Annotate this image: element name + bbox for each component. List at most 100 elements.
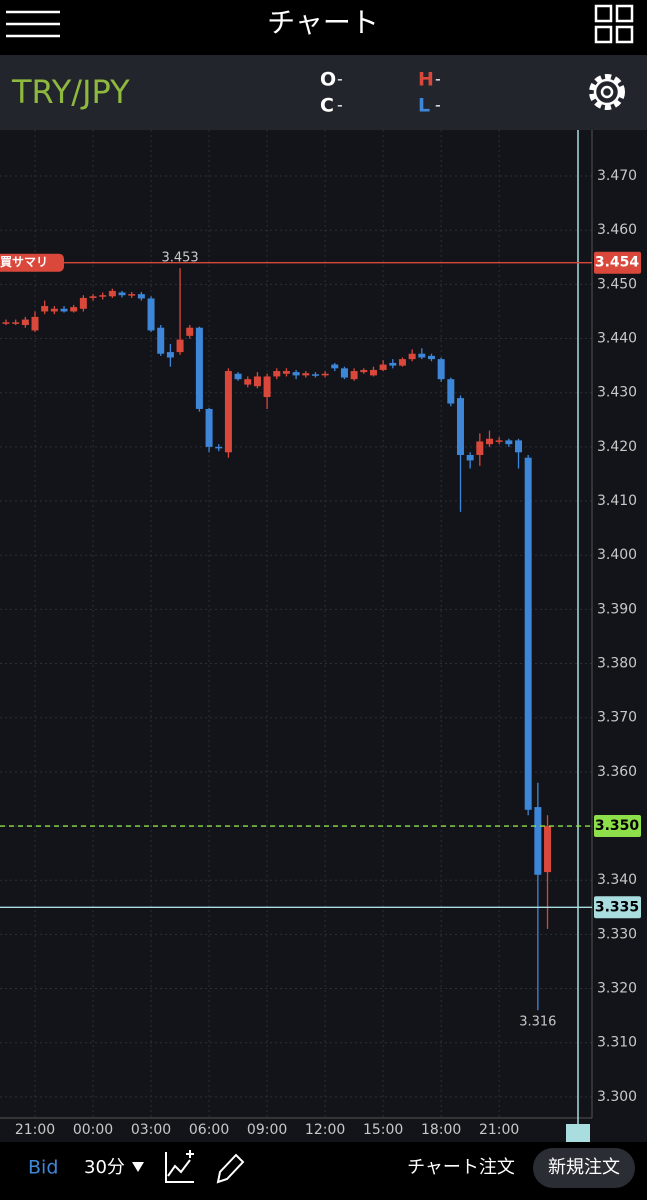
chart-order-button[interactable]: チャート注文 xyxy=(407,1157,515,1178)
x-tick-label: 15:00 xyxy=(363,1122,403,1138)
x-tick-label: 21:00 xyxy=(15,1122,55,1138)
y-tick-label: 3.370 xyxy=(597,710,637,726)
symbol[interactable]: TRY/JPY xyxy=(11,73,130,111)
candle-body xyxy=(79,297,87,309)
candle-body xyxy=(215,446,223,449)
pencil xyxy=(216,1153,245,1184)
candle-body xyxy=(195,327,203,409)
candle-body xyxy=(2,322,10,324)
y-tick-label: 3.430 xyxy=(597,385,637,401)
y-tick-label: 3.380 xyxy=(597,656,637,672)
candle-body xyxy=(166,352,174,358)
candle-body xyxy=(176,339,184,353)
indicator-plus xyxy=(186,1150,194,1158)
y-tick-label: 3.300 xyxy=(597,1089,637,1105)
y-tick-label: 3.450 xyxy=(597,276,637,292)
settings-button[interactable] xyxy=(589,74,625,110)
gear-hole xyxy=(600,85,614,99)
candle-body xyxy=(147,298,155,331)
candle-body xyxy=(31,316,39,331)
candle-body xyxy=(331,364,339,369)
gear-teeth xyxy=(589,74,625,110)
candle-body xyxy=(321,373,329,376)
candle-body xyxy=(263,376,271,398)
candle-body xyxy=(70,307,78,312)
layout-cell xyxy=(615,4,634,23)
x-tick-label: 09:00 xyxy=(247,1122,287,1138)
candle-body xyxy=(495,440,503,442)
annotation: 3.316 xyxy=(519,1015,556,1030)
x-tick-label: 12:00 xyxy=(305,1122,345,1138)
candle-body xyxy=(41,306,49,312)
layout-button[interactable] xyxy=(594,4,634,44)
indicator-axis xyxy=(165,1152,194,1183)
candle-body xyxy=(50,308,58,312)
price-label: 3.454 xyxy=(595,255,640,271)
annotation: 3.453 xyxy=(161,251,198,266)
dropdown-arrow xyxy=(132,1162,144,1172)
candle-body xyxy=(369,369,377,376)
y-tick-label: 3.470 xyxy=(597,168,637,184)
interval[interactable]: 30分 xyxy=(84,1157,125,1178)
candle-body xyxy=(544,826,552,873)
candle-body xyxy=(292,372,300,376)
candle-body xyxy=(534,807,542,875)
candle-body xyxy=(311,374,319,376)
candle-body xyxy=(476,441,484,455)
candle-body xyxy=(60,308,68,312)
candle-body xyxy=(273,371,281,377)
cursor-handle xyxy=(566,1124,590,1142)
menu-button[interactable] xyxy=(6,10,60,38)
y-tick-label: 3.390 xyxy=(597,601,637,617)
y-tick-label: 3.400 xyxy=(597,547,637,563)
candle-body xyxy=(427,355,435,360)
ohlc-label: H xyxy=(418,69,434,91)
candle-body xyxy=(524,457,532,810)
new-order-label[interactable]: 新規注文 xyxy=(548,1157,620,1178)
candle-body xyxy=(186,327,194,336)
y-tick-label: 3.420 xyxy=(597,439,637,455)
candle-body xyxy=(234,373,242,380)
draw-button[interactable] xyxy=(216,1153,245,1184)
price-label: 3.350 xyxy=(595,818,640,834)
ohlc-label: L xyxy=(418,95,430,117)
candle-body xyxy=(389,362,397,366)
candle-body xyxy=(447,379,455,404)
candle-body xyxy=(137,294,145,299)
candle-body xyxy=(89,296,97,298)
price-label: 3.335 xyxy=(595,899,639,915)
candle-body xyxy=(253,376,261,387)
candle-body xyxy=(282,371,290,374)
y-tick-label: 3.460 xyxy=(597,222,637,238)
candle-body xyxy=(456,398,464,455)
x-tick-label: 18:00 xyxy=(421,1122,461,1138)
price-type[interactable]: Bid xyxy=(28,1157,58,1179)
layout-cell xyxy=(594,4,613,23)
candle-body xyxy=(418,353,426,358)
y-tick-label: 3.360 xyxy=(597,764,637,780)
x-tick-label: 21:00 xyxy=(479,1122,519,1138)
candle-body xyxy=(224,371,232,453)
candle-body xyxy=(360,369,368,373)
indicator-line xyxy=(167,1159,191,1177)
gear-ring xyxy=(593,78,621,106)
y-tick-label: 3.310 xyxy=(597,1035,637,1051)
ohlc-label: C xyxy=(320,95,334,117)
page-title: チャート xyxy=(267,6,379,39)
top-bar xyxy=(0,0,647,55)
new-order-button[interactable] xyxy=(533,1148,635,1188)
candle-body xyxy=(244,379,252,385)
price-label-box xyxy=(594,896,641,919)
indicator-button[interactable] xyxy=(165,1150,194,1183)
y-tick-label: 3.320 xyxy=(597,981,637,997)
candle-body xyxy=(128,294,136,296)
price-label-box xyxy=(594,251,641,274)
candle-body xyxy=(302,373,310,376)
candle-body xyxy=(205,408,213,447)
candle-body xyxy=(437,359,445,380)
candle-body xyxy=(157,327,165,354)
candle-body xyxy=(99,295,107,297)
candle-body xyxy=(12,322,20,324)
